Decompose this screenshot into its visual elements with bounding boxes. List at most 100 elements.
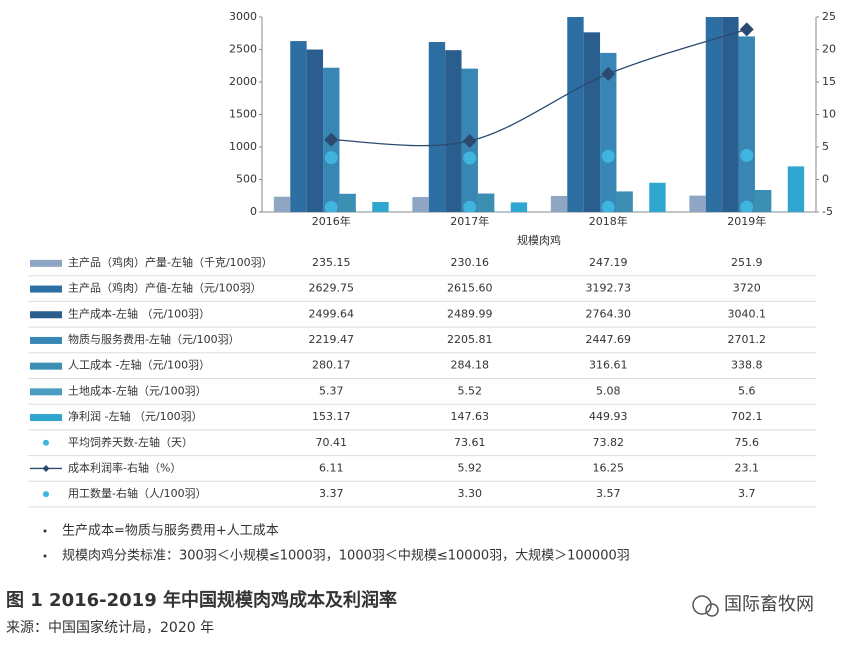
bar <box>307 50 323 212</box>
table-cell: 16.25 <box>593 461 625 474</box>
bar <box>551 196 567 212</box>
y-tick-label: 1000 <box>229 140 257 153</box>
table-cell: 5.37 <box>319 384 344 397</box>
table-cell: 147.63 <box>451 410 490 423</box>
line-marker <box>740 22 754 36</box>
table-cell: 247.19 <box>589 256 628 269</box>
watermark: 国际畜牧网 <box>724 594 814 615</box>
scatter-point <box>740 201 753 214</box>
table-cell: 280.17 <box>312 359 351 372</box>
legend-label: 土地成本-左轴（元/100羽） <box>68 383 207 397</box>
y-tick-label: 2500 <box>229 43 257 56</box>
y2-tick-label: -5 <box>822 205 833 218</box>
note: 规模肉鸡分类标准：300羽＜小规模≤1000羽，1000羽＜中规模≤10000羽… <box>62 548 630 564</box>
legend-label: 主产品（鸡肉）产量-左轴（千克/100羽） <box>68 255 273 269</box>
table-cell: 6.11 <box>319 461 344 474</box>
bullet <box>44 530 47 533</box>
scatter-point <box>325 151 338 164</box>
table-cell: 3720 <box>733 282 761 295</box>
legend-swatch <box>43 491 49 497</box>
bar <box>739 36 755 212</box>
legend-swatch <box>30 363 62 370</box>
legend-label: 成本利润率-右轴（%） <box>68 460 181 474</box>
scatter-point <box>463 201 476 214</box>
legend-label: 平均饲养天数-左轴（天） <box>68 435 193 449</box>
table-cell: 702.1 <box>731 410 763 423</box>
y-tick-label: 1500 <box>229 108 257 121</box>
table-cell: 251.9 <box>731 256 763 269</box>
bar <box>584 32 600 212</box>
table-cell: 2489.99 <box>447 307 493 320</box>
legend-label: 主产品（鸡肉）产值-左轴（元/100羽） <box>68 281 262 295</box>
legend-label: 生产成本-左轴 （元/100羽） <box>68 306 210 320</box>
legend-label: 人工成本 -左轴（元/100羽） <box>68 358 210 372</box>
table-cell: 73.82 <box>593 436 625 449</box>
y-tick-label: 500 <box>236 173 257 186</box>
y2-tick-label: 10 <box>822 108 836 121</box>
bar <box>616 191 632 212</box>
scatter-point <box>602 201 615 214</box>
table-cell: 3.37 <box>319 487 344 500</box>
x-tick-label: 2017年 <box>450 214 489 228</box>
y-tick-label: 0 <box>250 205 257 218</box>
note: 生产成本=物质与服务费用+人工成本 <box>62 523 279 539</box>
y2-tick-label: 5 <box>822 140 829 153</box>
legend-swatch <box>43 440 49 446</box>
table-cell: 2764.30 <box>586 307 632 320</box>
legend-label: 用工数量-右轴（人/100羽） <box>68 486 207 500</box>
line <box>331 29 747 145</box>
bar <box>567 4 583 212</box>
caption: 图 1 2016-2019 年中国规模肉鸡成本及利润率 <box>6 589 397 611</box>
legend-swatch <box>30 311 62 318</box>
scatter-point <box>602 150 615 163</box>
legend-swatch <box>30 414 62 421</box>
legend-swatch <box>30 388 62 395</box>
bar <box>788 166 804 212</box>
source: 来源：中国国家统计局，2020 年 <box>6 619 214 636</box>
table-cell: 3.30 <box>458 487 483 500</box>
bar <box>412 197 428 212</box>
table-cell: 2219.47 <box>309 333 355 346</box>
table-cell: 5.08 <box>596 384 621 397</box>
bar <box>689 196 705 212</box>
x-tick-label: 2016年 <box>312 214 351 228</box>
legend-label: 净利润 -左轴 （元/100羽） <box>68 409 203 423</box>
bar <box>478 194 494 212</box>
table-cell: 2499.64 <box>309 307 355 320</box>
y2-tick-label: 25 <box>822 10 836 23</box>
bar <box>649 183 665 212</box>
watermark-icon <box>693 596 718 616</box>
y-tick-label: 2000 <box>229 75 257 88</box>
table-cell: 316.61 <box>589 359 628 372</box>
bar <box>755 190 771 212</box>
table-cell: 5.52 <box>458 384 483 397</box>
bar <box>511 202 527 212</box>
scatter-point <box>740 149 753 162</box>
y-tick-label: 3000 <box>229 10 257 23</box>
x-axis-label: 规模肉鸡 <box>517 233 561 247</box>
table-cell: 3040.1 <box>728 307 767 320</box>
table-cell: 2205.81 <box>447 333 493 346</box>
table-cell: 2629.75 <box>309 282 355 295</box>
table-cell: 3192.73 <box>586 282 632 295</box>
table-cell: 70.41 <box>316 436 348 449</box>
y2-tick-label: 0 <box>822 173 829 186</box>
legend-swatch <box>30 286 62 293</box>
y2-tick-label: 15 <box>822 75 836 88</box>
table-cell: 75.6 <box>735 436 760 449</box>
legend-swatch <box>30 337 62 344</box>
bar <box>274 197 290 212</box>
table-cell: 2447.69 <box>586 333 632 346</box>
legend-label: 物质与服务费用-左轴（元/100羽） <box>68 332 240 346</box>
bar <box>445 50 461 212</box>
y2-tick-label: 20 <box>822 43 836 56</box>
table-cell: 3.57 <box>596 487 621 500</box>
bullet <box>44 555 47 558</box>
table-cell: 153.17 <box>312 410 351 423</box>
table-cell: 230.16 <box>451 256 490 269</box>
x-tick-label: 2018年 <box>589 214 628 228</box>
table-cell: 23.1 <box>735 461 760 474</box>
scatter-point <box>463 152 476 165</box>
table-cell: 5.6 <box>738 384 756 397</box>
x-tick-label: 2019年 <box>727 214 766 228</box>
